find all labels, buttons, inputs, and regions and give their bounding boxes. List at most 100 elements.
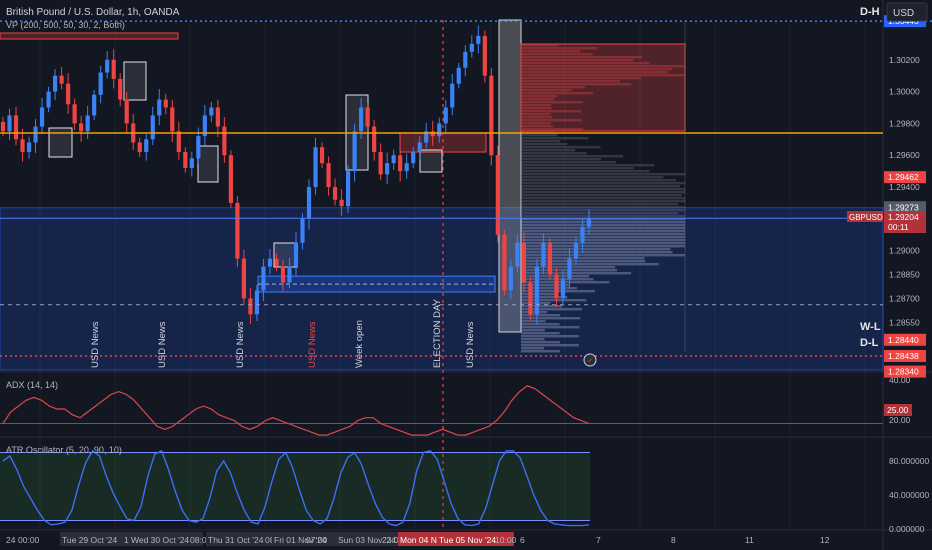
candle-body <box>280 266 286 283</box>
vp-bar <box>521 272 632 275</box>
candle-body <box>66 83 71 105</box>
news-label: USD News <box>157 321 168 368</box>
candle-body <box>163 99 168 108</box>
price-tag <box>884 350 926 362</box>
candle-body <box>39 107 45 127</box>
range-box <box>48 127 73 158</box>
candle-body <box>26 142 32 153</box>
news-label: USD News <box>307 321 318 368</box>
candle-body <box>417 142 422 153</box>
time-label-bg <box>129 532 203 546</box>
vp-bar <box>521 95 558 98</box>
candle-body <box>365 107 370 127</box>
vp-bar <box>521 191 685 194</box>
candle-body <box>385 163 390 175</box>
candle-body <box>170 107 175 132</box>
vp-bar <box>521 221 685 224</box>
price-tick: 1.29400 <box>889 182 920 192</box>
news-label: USD News <box>465 321 476 368</box>
adx-tick: 40.00 <box>889 375 911 385</box>
candle-body <box>176 131 181 153</box>
candle-body <box>189 158 194 168</box>
candle-body <box>547 242 553 275</box>
candle-body <box>482 35 487 76</box>
vp-bar <box>521 158 601 161</box>
candle-body <box>85 115 90 132</box>
vp-bar <box>521 218 685 221</box>
candle-body <box>430 131 435 137</box>
candle-body <box>150 115 155 140</box>
vp-bar <box>521 197 685 200</box>
vp-bar <box>521 128 584 131</box>
vp-bar <box>521 209 685 212</box>
vp-bar <box>521 71 668 74</box>
news-label: USD News <box>90 321 101 368</box>
value-area-box <box>520 43 686 132</box>
vp-bar <box>521 107 552 110</box>
vp-bar <box>521 251 673 254</box>
atr-line <box>2 449 590 527</box>
vp-bar <box>521 260 646 263</box>
candle-body <box>502 234 507 291</box>
current-price-tag <box>884 211 926 233</box>
candle-body <box>222 126 227 156</box>
atr-panel: 80.000000 40.000000 0.000000 <box>0 449 929 534</box>
vp-bar <box>521 176 664 179</box>
price-tag-label: 1.28440 <box>888 335 919 345</box>
vp-bar <box>521 146 601 149</box>
vp-bar <box>521 92 594 95</box>
candle-body <box>404 163 409 172</box>
vp-bar <box>521 77 641 80</box>
vp-bar <box>521 236 685 239</box>
news-label: Week open <box>354 320 365 368</box>
vp-bar <box>521 116 553 119</box>
vp-bar <box>521 311 547 314</box>
bar-countdown: 00:11 <box>888 222 909 232</box>
vp-bar <box>521 296 568 299</box>
candle-body <box>137 142 142 153</box>
vp-bar <box>521 101 583 104</box>
vp-bar <box>521 245 685 248</box>
candle-body <box>0 121 6 132</box>
candle-body <box>319 147 325 164</box>
adx-current-value: 25.00 <box>887 405 909 415</box>
time-label-bg <box>60 532 134 546</box>
zones <box>0 19 884 371</box>
price-tick: 1.28550 <box>889 317 920 327</box>
candle-body <box>326 163 331 188</box>
candle-body <box>7 115 12 132</box>
vp-bar <box>521 341 560 344</box>
range-box <box>123 61 147 101</box>
range-box <box>419 149 443 173</box>
vp-bar <box>521 113 551 116</box>
vp-bar <box>521 62 650 65</box>
candle-body <box>79 123 84 132</box>
candle-body <box>489 75 494 156</box>
candle-body <box>267 258 273 267</box>
vp-bar <box>521 185 680 188</box>
candle-body <box>313 147 318 188</box>
price-tag <box>884 365 926 378</box>
candle-body <box>352 131 357 172</box>
vp-bar <box>521 47 598 50</box>
candle-body <box>98 72 103 95</box>
time-label: 00:00 <box>18 535 40 545</box>
adx-panel: 40.00 20.00 <box>0 375 911 436</box>
candle-body <box>228 155 233 203</box>
vp-bar <box>521 320 546 323</box>
adx-current-tag <box>884 404 912 416</box>
time-label: 10:00 <box>495 535 517 545</box>
candle-body <box>183 152 188 168</box>
replay-icon-glyph <box>587 358 593 362</box>
currency-button[interactable] <box>886 2 928 22</box>
candle-body <box>469 43 474 52</box>
candle-body <box>398 155 403 172</box>
supply-zone-top <box>0 32 179 40</box>
candle-body <box>52 75 58 92</box>
time-label: Thu 31 Oct '24 <box>208 535 264 545</box>
vp-bar <box>521 203 678 206</box>
time-label: 08:00 <box>190 535 212 545</box>
